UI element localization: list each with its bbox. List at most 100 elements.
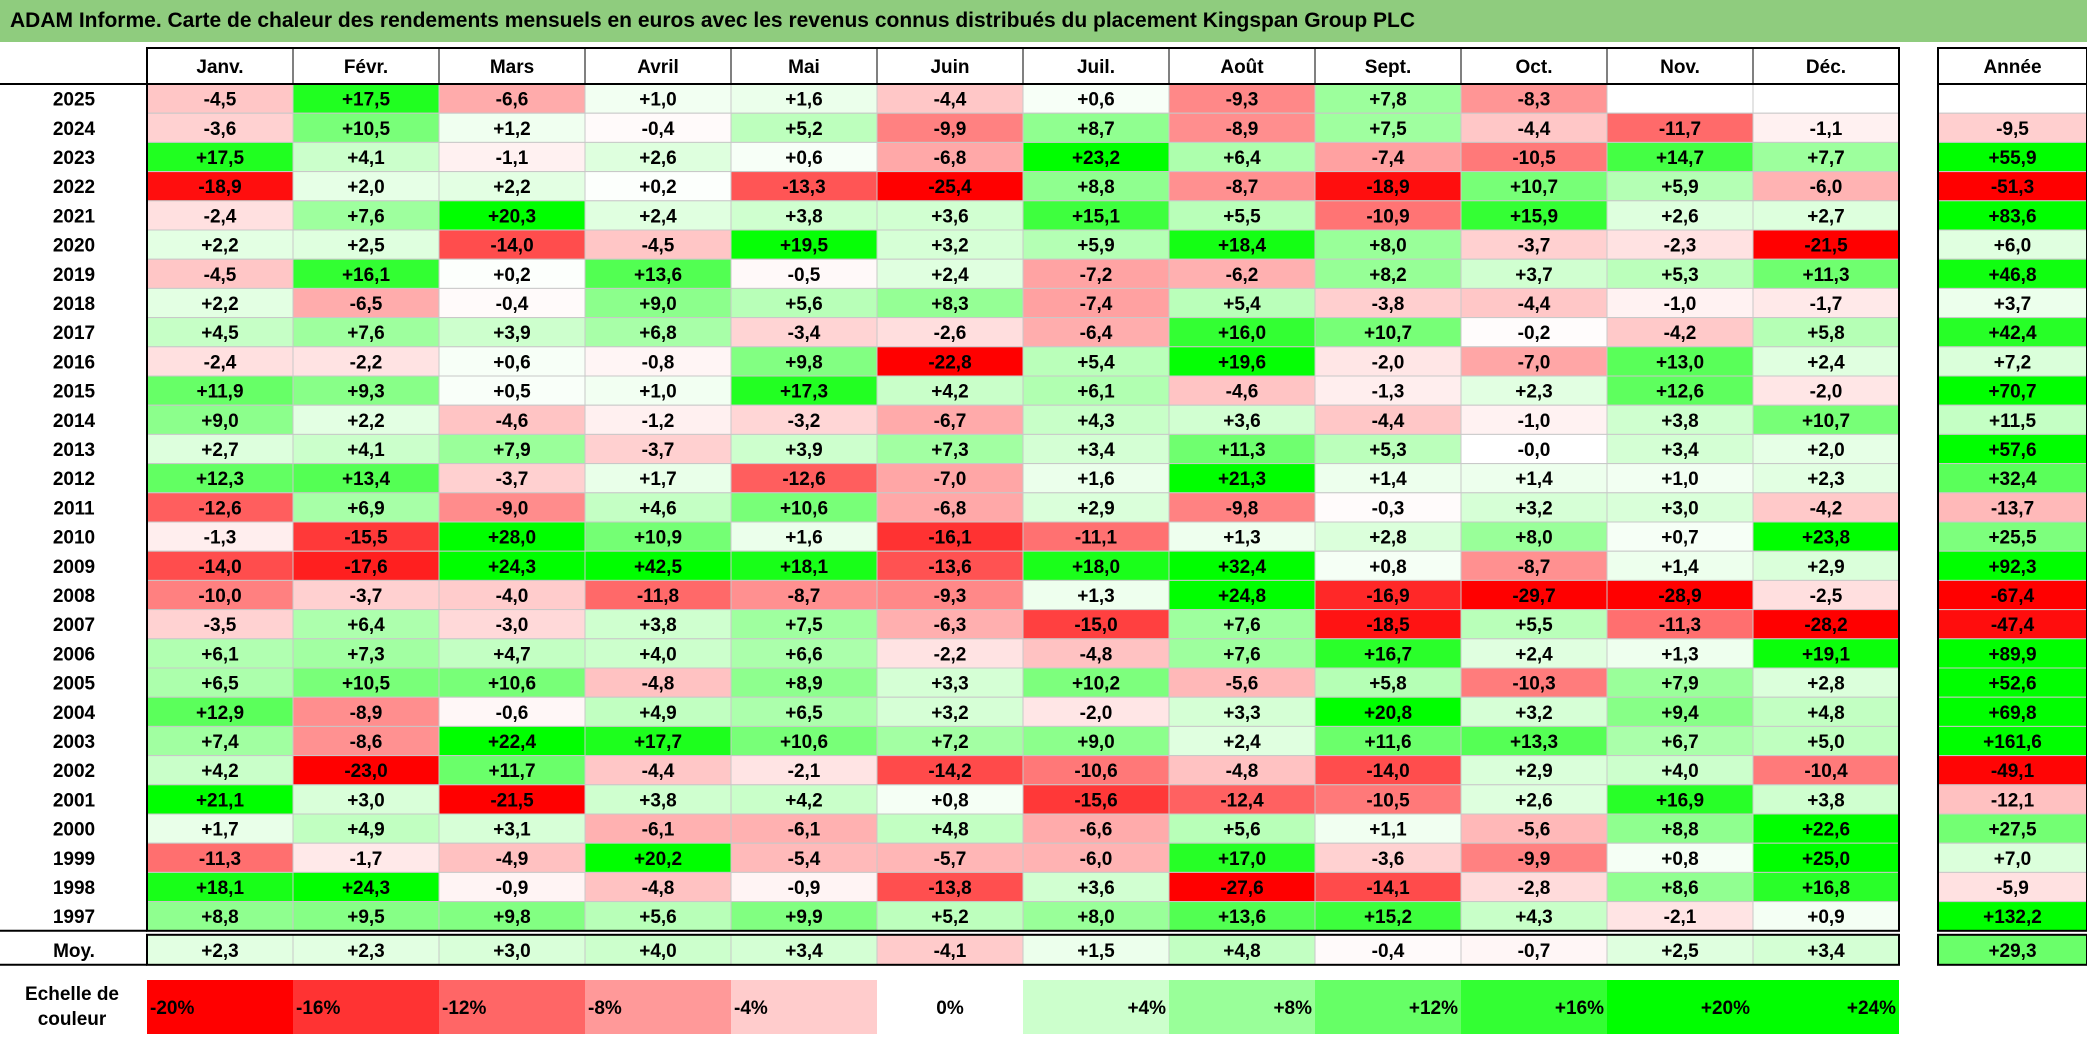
- heatmap-cell: [876, 609, 1024, 640]
- heatmap-cell: [438, 550, 586, 581]
- cell-value: -2,2: [350, 352, 383, 373]
- heatmap-cell: [1022, 258, 1170, 289]
- heatmap-cell: [1314, 346, 1462, 377]
- scale-step-label: +8%: [1273, 998, 1312, 1019]
- cell-value: -1,2: [642, 411, 675, 432]
- cell-value: +25,0: [1802, 849, 1850, 870]
- heatmap-cell: [1460, 667, 1608, 698]
- heatmap-cell: [1022, 813, 1170, 844]
- annual-cell: [1937, 784, 2087, 815]
- heatmap-cell: [1314, 813, 1462, 844]
- heatmap-cell: [292, 171, 440, 202]
- annual-value: +161,6: [1983, 732, 2042, 753]
- cell-value: +6,4: [347, 615, 385, 636]
- cell-value: -15,5: [344, 528, 388, 549]
- scale-step-label: +24%: [1847, 998, 1896, 1019]
- annual-cell: [1937, 346, 2087, 377]
- cell-value: -10,5: [1512, 148, 1556, 169]
- cell-value: +3,6: [931, 206, 969, 227]
- heatmap-cell: [1022, 404, 1170, 435]
- heatmap-cell: [1606, 492, 1754, 523]
- average-label: Moy.: [53, 941, 95, 962]
- heatmap-cell: [876, 784, 1024, 815]
- cell-value: +6,1: [1077, 382, 1115, 403]
- heatmap-cell: [1314, 83, 1462, 114]
- heatmap-cell: [1168, 638, 1316, 669]
- cell-value: +10,6: [488, 674, 536, 695]
- cell-value: -2,4: [204, 206, 237, 227]
- heatmap-cell: [438, 463, 586, 494]
- cell-value: -3,6: [1372, 849, 1405, 870]
- heatmap-cell: [1314, 521, 1462, 552]
- cell-value: +5,6: [1223, 820, 1261, 841]
- heatmap-cell: [584, 609, 732, 640]
- cell-value: +10,5: [342, 674, 391, 695]
- cell-value: +6,7: [1661, 732, 1699, 753]
- row-year-label: 2024: [53, 119, 96, 140]
- cell-value: -4,2: [1664, 323, 1697, 344]
- heatmap-cell: [876, 200, 1024, 231]
- cell-value: -10,6: [1074, 761, 1117, 782]
- heatmap-cell: [438, 433, 586, 465]
- cell-value: -14,2: [928, 761, 971, 782]
- cell-value: +1,4: [1515, 469, 1553, 490]
- cell-value: -18,5: [1366, 615, 1410, 636]
- cell-value: +10,7: [1510, 177, 1558, 198]
- cell-value: -9,9: [934, 119, 967, 140]
- cell-value: -1,3: [204, 528, 237, 549]
- cell-value: +2,6: [639, 148, 677, 169]
- cell-value: -0,9: [496, 878, 529, 899]
- heatmap-cell: [584, 287, 732, 319]
- annual-value: +132,2: [1983, 907, 2042, 928]
- heatmap-cell: [730, 550, 878, 581]
- heatmap-cell: [292, 784, 440, 815]
- cell-value: -29,7: [1512, 586, 1555, 607]
- cell-value: +10,6: [780, 732, 828, 753]
- annual-value: +6,0: [1994, 236, 2032, 257]
- cell-value: +4,8: [1807, 703, 1845, 724]
- heatmap-cell: [292, 317, 440, 348]
- cell-value: -1,3: [1372, 382, 1405, 403]
- cell-value: +2,8: [1807, 674, 1845, 695]
- cell-value: -18,9: [1366, 177, 1409, 198]
- heatmap-cell: [146, 83, 294, 114]
- cell-value: -2,1: [788, 761, 821, 782]
- cell-value: +10,7: [1802, 411, 1850, 432]
- row-year-label: 2011: [53, 498, 95, 519]
- heatmap-cell: [876, 755, 1024, 786]
- cell-value: +9,4: [1661, 703, 1699, 724]
- month-header: Nov.: [1660, 57, 1700, 78]
- heatmap-cell: [730, 784, 878, 815]
- heatmap-cell: [146, 638, 294, 669]
- heatmap-cell: [146, 579, 294, 611]
- cell-value: +2,3: [1515, 382, 1553, 403]
- heatmap-cell: [1460, 463, 1608, 494]
- cell-value: +7,6: [1223, 615, 1261, 636]
- cell-value: +5,8: [1369, 674, 1407, 695]
- cell-value: -1,7: [1810, 294, 1843, 315]
- cell-value: +18,1: [196, 878, 245, 899]
- cell-value: -14,0: [198, 557, 241, 578]
- cell-value: -2,0: [1080, 703, 1113, 724]
- cell-value: -2,2: [934, 644, 967, 665]
- cell-value: +0,6: [1077, 90, 1115, 111]
- heatmap-cell: [1314, 638, 1462, 669]
- row-year-label: 2014: [53, 411, 96, 432]
- heatmap-cell: [438, 346, 586, 377]
- cell-value: +7,9: [493, 440, 531, 461]
- heatmap-cell: [1314, 229, 1462, 260]
- heatmap-cell: [438, 842, 586, 873]
- cell-value: -0,3: [1372, 498, 1405, 519]
- heatmap-cell: [1460, 433, 1608, 465]
- cell-value: +5,9: [1661, 177, 1699, 198]
- cell-value: +3,0: [1661, 498, 1699, 519]
- cell-value: -15,6: [1074, 790, 1117, 811]
- cell-value: -2,0: [1810, 382, 1843, 403]
- cell-value: -4,8: [642, 674, 675, 695]
- cell-value: -10,0: [198, 586, 241, 607]
- cell-value: -8,7: [1518, 557, 1551, 578]
- heatmap-cell: [730, 579, 878, 611]
- cell-value: +3,6: [1077, 878, 1115, 899]
- cell-value: +28,0: [488, 528, 536, 549]
- heatmap-cell: [1460, 813, 1608, 844]
